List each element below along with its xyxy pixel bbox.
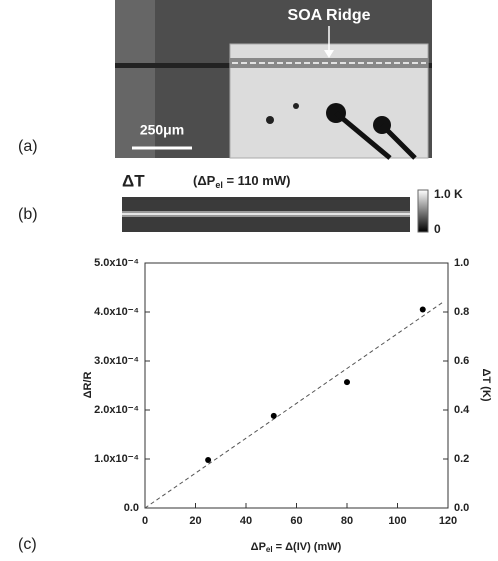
colorbar: [417, 189, 429, 233]
data-point: [344, 379, 350, 386]
condition: (ΔPel = 110 mW): [193, 173, 290, 190]
plot-frame: [144, 262, 449, 509]
y2-tick-label: 0.0: [454, 502, 469, 514]
x-tick-label: 60: [290, 515, 302, 527]
x-axis-title-rest: = Δ(IV) (mW): [273, 541, 342, 553]
probe-arm: [380, 123, 417, 160]
y-tick-label: 4.0x10⁻⁴: [94, 306, 139, 318]
x-axis-title-sub: el: [266, 545, 273, 554]
micrograph-region: [115, 0, 155, 158]
defect: [293, 103, 299, 109]
x-tick-label: 100: [388, 515, 406, 527]
x-tick-label: 0: [142, 515, 148, 527]
data-point: [270, 412, 277, 419]
x-tick-label: 40: [240, 515, 252, 527]
y2-axis-title: ΔT (K): [480, 369, 492, 402]
y-tick-label: 2.0x10⁻⁴: [94, 404, 139, 416]
panel-label: (c): [18, 536, 37, 553]
y-tick-label: 1.0x10⁻⁴: [94, 453, 139, 465]
annotation: SOA Ridge: [288, 7, 371, 24]
y-axis-title: ΔR/R: [82, 372, 94, 399]
arrow-head: [324, 50, 334, 58]
panel-label: (b): [18, 206, 38, 223]
y-tick-label: 5.0x10⁻⁴: [94, 257, 139, 269]
x-axis-title-main: ΔP: [251, 541, 266, 553]
scale-bar-label: 250μm: [140, 122, 184, 138]
y2-tick-label: 1.0: [454, 257, 469, 269]
y2-tick-label: 0.6: [454, 355, 469, 367]
defect: [266, 116, 274, 124]
data-point: [205, 456, 212, 463]
probe-arm: [334, 111, 392, 160]
y2-tick-label: 0.2: [454, 453, 469, 465]
panel-title: ΔT: [122, 171, 145, 190]
x-tick-label: 120: [439, 515, 457, 527]
fit-line: [144, 301, 444, 509]
x-tick-label: 20: [189, 515, 201, 527]
panel-label: (a): [18, 138, 38, 155]
condition-sub: el: [215, 180, 223, 190]
y-tick-label: 0.0: [124, 502, 139, 514]
condition-rest: = 110 mW): [223, 173, 291, 188]
condition-main: (ΔP: [193, 173, 216, 188]
y2-tick-label: 0.8: [454, 306, 469, 318]
colorbar-label: 1.0 K: [434, 187, 463, 201]
x-axis-title: ΔPel = Δ(IV) (mW): [251, 541, 342, 554]
ridge: [230, 58, 428, 68]
data-point: [419, 306, 426, 313]
colorbar-label: 0: [434, 222, 441, 236]
y-tick-label: 3.0x10⁻⁴: [94, 355, 139, 367]
y2-tick-label: 0.4: [454, 404, 470, 416]
x-tick-label: 80: [341, 515, 353, 527]
